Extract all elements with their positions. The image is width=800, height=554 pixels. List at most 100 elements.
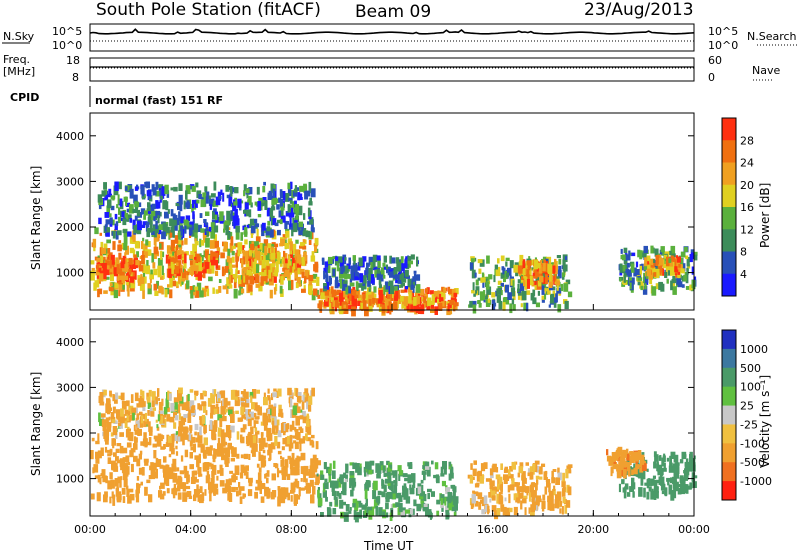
velocity-cell: [136, 403, 140, 408]
power-cell: [166, 245, 171, 254]
velocity-cell: [122, 471, 128, 481]
velocity-cell: [688, 485, 692, 490]
power-cell: [159, 186, 162, 192]
power-cell: [630, 252, 636, 257]
velocity-cell: [425, 507, 429, 517]
power-cell: [414, 281, 417, 286]
power-cell: [181, 240, 184, 246]
power-cell: [173, 257, 178, 264]
power-cell: [525, 290, 531, 295]
velocity-cell: [427, 493, 430, 500]
velocity-cell: [254, 434, 258, 443]
velocity-cell: [667, 479, 670, 486]
velocity-cell: [112, 426, 118, 436]
velocity-cell: [681, 484, 686, 493]
velocity-cell: [277, 388, 282, 397]
velocity-cell: [525, 462, 529, 466]
velocity-cell: [207, 449, 213, 456]
power-cell: [410, 297, 415, 303]
power-cell: [226, 210, 231, 221]
power-cell: [290, 264, 295, 273]
power-cell: [185, 251, 189, 256]
power-cell: [410, 254, 415, 260]
velocity-cell: [264, 486, 267, 494]
velocity-cell: [275, 428, 278, 434]
power-cell: [633, 267, 637, 277]
velocity-cell: [120, 476, 123, 480]
velocity-cell: [254, 412, 257, 418]
power-cell: [100, 242, 103, 248]
velocity-cell: [190, 476, 196, 484]
power-cell: [292, 263, 296, 270]
power-cell: [129, 263, 133, 272]
power-cell: [345, 285, 349, 295]
power-cell: [535, 275, 540, 285]
power-cell: [389, 271, 394, 278]
power-cell: [180, 216, 185, 224]
velocity-cell: [417, 486, 422, 494]
velocity-cell: [165, 478, 170, 486]
velocity-cell: [668, 465, 674, 473]
power-cell: [226, 277, 231, 287]
power-cell: [449, 306, 453, 315]
power-cell: [280, 191, 285, 199]
velocity-cell: [111, 479, 115, 489]
power-cell: [639, 281, 643, 289]
velocity-cell: [373, 499, 378, 509]
velocity-cell: [407, 474, 412, 484]
velocity-cell: [390, 504, 393, 510]
velocity-cell: [420, 502, 424, 508]
power-cell: [189, 286, 194, 294]
velocity-cell: [193, 443, 196, 453]
velocity-cell: [673, 454, 679, 463]
velocity-cell: [101, 413, 106, 418]
power-cell: [378, 303, 382, 312]
velocity-cell: [448, 473, 452, 481]
power-cell: [194, 238, 197, 244]
power-cell: [279, 189, 283, 196]
velocity-cell: [469, 475, 474, 484]
velocity-cell: [352, 503, 357, 508]
velocity-cell: [180, 426, 186, 432]
power-cell: [146, 190, 152, 197]
velocity-cell: [265, 473, 270, 477]
velocity-cell: [197, 494, 202, 502]
velocity-cell: [188, 495, 193, 499]
velocity-cell: [177, 393, 183, 402]
velocity-cell: [212, 456, 216, 463]
velocity-cell: [173, 483, 176, 491]
power-cell: [181, 256, 185, 264]
velocity-cell: [284, 459, 289, 468]
velocity-cell: [616, 464, 621, 472]
velocity-cell: [146, 392, 150, 400]
velocity-cell: [248, 431, 252, 440]
velocity-cell: [227, 492, 232, 501]
nsky-label: N.Sky: [3, 30, 35, 43]
power-cell: [202, 289, 207, 297]
velocity-cell: [180, 416, 186, 426]
power-cell: [547, 289, 551, 295]
velocity-cell: [244, 414, 247, 420]
velocity-cell: [174, 476, 177, 482]
velocity-cell: [473, 491, 479, 497]
power-cell: [301, 288, 306, 293]
velocity-cell: [242, 493, 245, 499]
power-cell: [237, 250, 241, 257]
power-cell: [155, 190, 161, 197]
power-cell: [151, 210, 156, 221]
velocity-cell: [294, 432, 299, 440]
velocity-cell: [220, 429, 225, 438]
power-cell: [290, 212, 295, 218]
power-cell: [250, 271, 253, 280]
power-cell: [308, 201, 313, 206]
power-cell: [206, 231, 210, 237]
power-cell: [441, 286, 445, 296]
velocity-cell: [661, 457, 665, 467]
velocity-cell: [320, 512, 324, 517]
power-cell: [266, 266, 270, 276]
velocity-cell: [449, 493, 453, 502]
power-cell: [181, 278, 184, 285]
colorbar-swatch: [722, 229, 736, 252]
power-cell: [142, 221, 148, 226]
